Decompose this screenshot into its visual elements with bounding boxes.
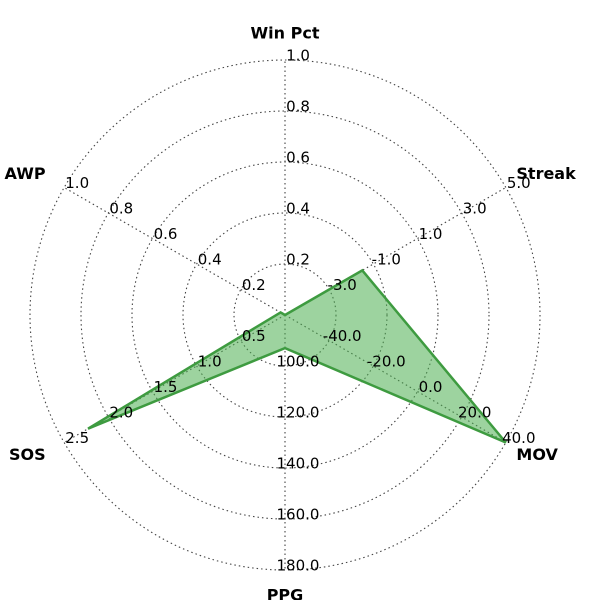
tick-label: 0.2: [242, 276, 266, 294]
tick-label: 0.4: [198, 251, 222, 269]
axis-title: Win Pct: [251, 24, 320, 43]
axis-titles: Win Pct Streak MOV PPG SOS AWP: [5, 24, 577, 600]
tick-label: 40.0: [502, 429, 535, 447]
tick-label: 3.0: [463, 200, 487, 218]
tick-label: 0.8: [286, 98, 310, 116]
axis-title: SOS: [9, 445, 46, 464]
axis-title: Streak: [516, 164, 576, 183]
tick-label: 140.0: [277, 455, 320, 473]
tick-label: 1.0: [419, 225, 443, 243]
tick-label: 0.0: [419, 378, 443, 396]
tick-label: 100.0: [277, 353, 320, 371]
series-layer: [87, 268, 507, 444]
tick-label: 0.4: [286, 200, 310, 218]
tick-label: 0.5: [242, 327, 266, 345]
tick-label: 180.0: [277, 557, 320, 575]
grid-spoke: [63, 187, 286, 316]
axis-title: MOV: [516, 445, 558, 464]
tick-label: 1.0: [286, 47, 310, 65]
tick-label: -40.0: [323, 327, 362, 345]
tick-label: 1.0: [65, 174, 89, 192]
tick-label: 120.0: [277, 404, 320, 422]
tick-labels: 0.2 0.4 0.6 0.8 1.0 -3.0 -1.0 1.0 3.0 5.0 -40.0 -20…: [65, 47, 535, 575]
tick-label: 5.0: [507, 174, 531, 192]
tick-label: 2.5: [65, 429, 89, 447]
tick-label: 0.6: [286, 149, 310, 167]
tick-label: 160.0: [277, 506, 320, 524]
tick-label: -3.0: [328, 276, 357, 294]
tick-label: 0.8: [109, 200, 133, 218]
grid-ring: [29, 59, 541, 571]
tick-label: 2.0: [109, 404, 133, 422]
axis-title: AWP: [5, 164, 46, 183]
tick-label: -20.0: [367, 353, 406, 371]
tick-label: 1.5: [154, 378, 178, 396]
tick-label: 0.6: [154, 225, 178, 243]
tick-label: 0.2: [286, 251, 310, 269]
tick-label: 20.0: [458, 404, 491, 422]
axis-title: PPG: [267, 586, 304, 600]
tick-label: 1.0: [198, 353, 222, 371]
grid-spoke: [284, 187, 507, 316]
tick-label: -1.0: [372, 251, 401, 269]
